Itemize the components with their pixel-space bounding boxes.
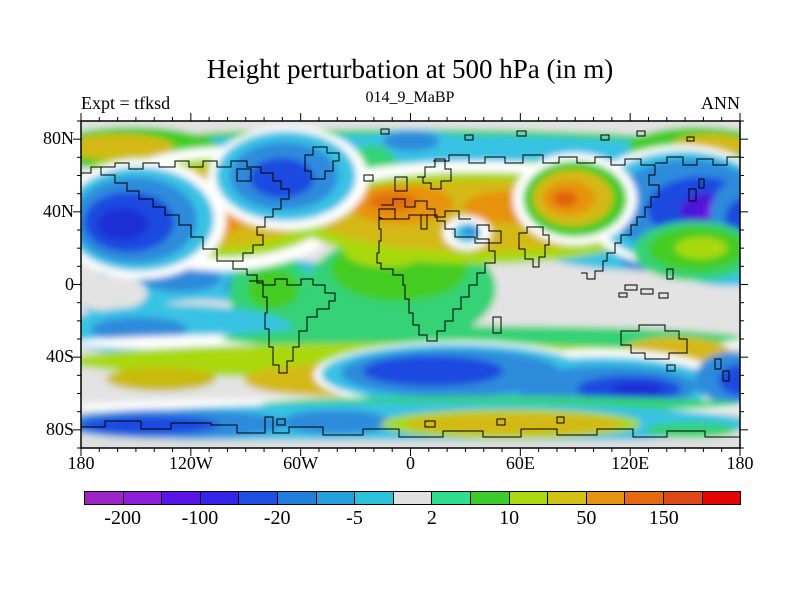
colorbar-label: 150: [648, 507, 679, 529]
colorbar-cell: [200, 492, 240, 504]
colorbar-label: -20: [263, 507, 291, 529]
x-axis-label: 120W: [168, 453, 213, 473]
colorbar-cell: [123, 492, 163, 504]
colorbar-label: -200: [104, 507, 141, 529]
x-axis-label: 0: [406, 453, 415, 473]
colorbar-cell: [663, 492, 703, 504]
contour-fill: [81, 121, 740, 448]
colorbar-cell: [239, 492, 278, 504]
colorbar-label: -5: [346, 507, 363, 529]
colorbar-cell: [586, 492, 626, 504]
colorbar-cell: [548, 492, 587, 504]
experiment-label: Expt = tfksd: [81, 93, 171, 113]
x-axis-label: 180: [726, 453, 754, 473]
x-axis-label: 60E: [505, 453, 535, 473]
y-axis-label: 40N: [43, 200, 74, 221]
colorbar-cell: [432, 492, 471, 504]
colorbar-label: 50: [576, 507, 597, 529]
colorbar: [84, 491, 741, 505]
colorbar-label: 2: [426, 507, 437, 529]
colorbar-cell: [316, 492, 356, 504]
x-axis-label: 180: [67, 453, 95, 473]
map-svg: [73, 113, 748, 456]
y-axis-label: 0: [65, 273, 74, 294]
subtitle: 014_9_MaBP: [365, 89, 455, 106]
colorbar-label: -100: [181, 507, 219, 529]
colorbar-cell: [625, 492, 664, 504]
colorbar-cell: [162, 492, 201, 504]
colorbar-cell: [355, 492, 394, 504]
contour-map: [71, 111, 750, 458]
y-axis-label: 40S: [45, 346, 74, 367]
y-axis-label: 80N: [43, 128, 74, 149]
colorbar-cell: [277, 492, 317, 504]
x-axis-label: 120E: [611, 453, 650, 473]
x-axis-label: 60W: [283, 453, 319, 473]
y-axis-label: 80S: [45, 418, 74, 439]
page-title: Height perturbation at 500 hPa (in m): [206, 54, 614, 84]
axis-ticks: [73, 113, 748, 456]
colorbar-cell: [702, 492, 741, 504]
colorbar-cell: [393, 492, 433, 504]
colorbar-label: 10: [499, 507, 520, 529]
colorbar-cell: [85, 492, 124, 504]
colorbar-cell: [509, 492, 549, 504]
colorbar-cell: [470, 492, 510, 504]
season-label: ANN: [701, 93, 740, 113]
coastlines: [81, 128, 740, 438]
